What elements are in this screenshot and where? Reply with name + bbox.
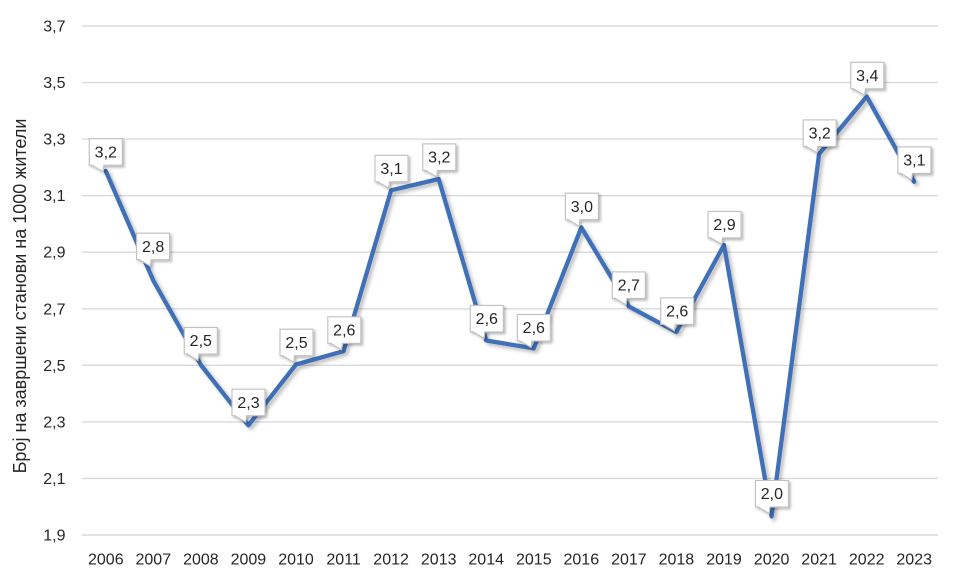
svg-text:2,7: 2,7 [618, 278, 640, 295]
svg-text:2,6: 2,6 [333, 323, 355, 340]
svg-text:2014: 2014 [468, 552, 504, 569]
svg-text:2013: 2013 [421, 552, 457, 569]
svg-text:2010: 2010 [278, 552, 314, 569]
svg-text:2,1: 2,1 [43, 471, 65, 488]
svg-text:3,7: 3,7 [43, 19, 65, 36]
svg-text:2,8: 2,8 [142, 239, 164, 256]
svg-text:2,9: 2,9 [43, 245, 65, 262]
svg-text:2,0: 2,0 [761, 486, 783, 503]
svg-text:3,2: 3,2 [428, 150, 450, 167]
svg-text:1,9: 1,9 [43, 528, 65, 545]
svg-text:2,5: 2,5 [285, 335, 307, 352]
svg-text:2018: 2018 [659, 552, 695, 569]
svg-text:2007: 2007 [136, 552, 172, 569]
svg-text:2,6: 2,6 [666, 304, 688, 321]
svg-text:2011: 2011 [326, 552, 361, 569]
svg-text:2008: 2008 [183, 552, 219, 569]
svg-text:3,1: 3,1 [380, 161, 402, 178]
svg-text:3,2: 3,2 [95, 144, 117, 161]
svg-text:2,3: 2,3 [237, 395, 259, 412]
svg-text:2017: 2017 [611, 552, 647, 569]
svg-text:2015: 2015 [516, 552, 552, 569]
svg-text:2020: 2020 [754, 552, 790, 569]
svg-text:Број на завршени станови на 1: Број на завршени станови на 1000 жители [10, 119, 30, 474]
svg-text:3,3: 3,3 [43, 132, 65, 149]
svg-text:3,4: 3,4 [856, 68, 878, 85]
svg-text:2012: 2012 [373, 552, 409, 569]
svg-text:3,5: 3,5 [43, 75, 65, 92]
svg-text:2,5: 2,5 [190, 333, 212, 350]
svg-text:2023: 2023 [896, 552, 932, 569]
svg-text:2,6: 2,6 [476, 311, 498, 328]
svg-text:3,0: 3,0 [571, 199, 593, 216]
svg-text:2009: 2009 [231, 552, 267, 569]
svg-text:2022: 2022 [849, 552, 885, 569]
svg-text:2019: 2019 [706, 552, 742, 569]
svg-text:2,7: 2,7 [43, 301, 65, 318]
svg-text:2,6: 2,6 [523, 320, 545, 337]
svg-text:2021: 2021 [801, 552, 837, 569]
svg-text:2006: 2006 [88, 552, 124, 569]
svg-text:3,2: 3,2 [809, 126, 831, 143]
svg-text:2016: 2016 [564, 552, 600, 569]
svg-text:2,9: 2,9 [713, 217, 735, 234]
svg-text:2,3: 2,3 [43, 414, 65, 431]
svg-text:3,1: 3,1 [43, 188, 65, 205]
svg-text:3,1: 3,1 [903, 153, 925, 170]
svg-text:2,5: 2,5 [43, 358, 65, 375]
